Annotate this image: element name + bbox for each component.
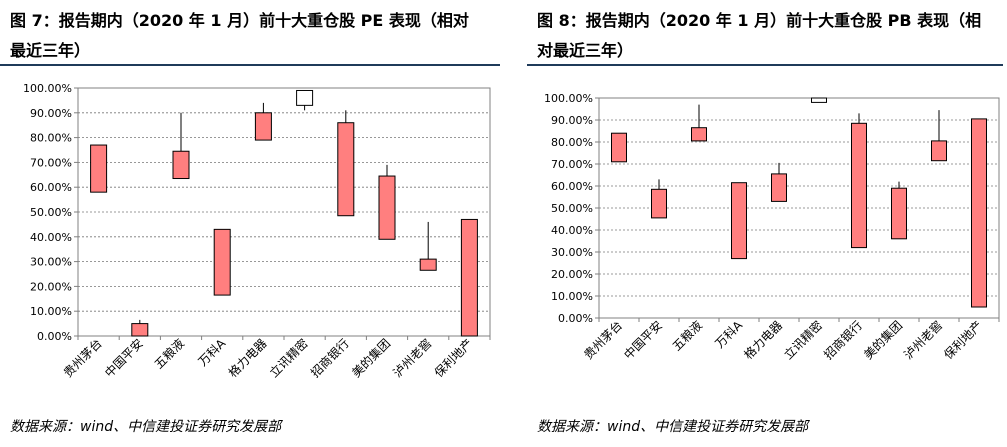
pe-chart-panel: 图 7：报告期内（2020 年 1 月）前十大重仓股 PE 表现（相对 最近三年…: [0, 0, 500, 447]
pe-candle-body: [419, 258, 437, 271]
pb-candle-body: [771, 173, 787, 202]
pb-x-tick-label: 保利地产: [941, 318, 985, 362]
pb-chart-panel: 图 8：报告期内（2020 年 1 月）前十大重仓股 PB 表现（相 对最近三年…: [527, 0, 1007, 447]
pe-x-tick-label: 五粮液: [151, 336, 187, 372]
pb-x-tick-label: 万科A: [712, 318, 745, 351]
pe-candle-body: [213, 228, 231, 296]
pb-y-tick-label: 0.00%: [558, 312, 593, 325]
pb-candle-body: [731, 182, 747, 260]
pb-y-tick-label: 60.00%: [551, 180, 593, 193]
pb-y-tick-label: 90.00%: [551, 114, 593, 127]
pb-chart-title-line2: 对最近三年）: [537, 41, 634, 60]
pe-x-tick-label: 招商银行: [307, 336, 352, 381]
pb-y-tick-label: 80.00%: [551, 136, 593, 149]
pe-x-tick-label: 立讯精密: [266, 336, 311, 381]
pb-candle-body: [611, 132, 627, 163]
pe-y-tick-label: 40.00%: [30, 231, 72, 244]
pe-x-tick-label: 泸州老窖: [390, 336, 435, 381]
pb-chart-source: 数据来源：wind、中信建投证券研究发展部: [537, 419, 809, 435]
pe-candle-body: [254, 112, 272, 141]
pe-chart-title-line2: 最近三年）: [10, 41, 91, 60]
pb-candle-body: [891, 187, 907, 240]
pb-y-tick-label: 50.00%: [551, 202, 593, 215]
pe-y-tick-label: 0.00%: [37, 330, 72, 343]
pb-candlestick-chart: 0.00% 10.00% 20.00% 30.00% 40.00% 50.00% 60.00…: [544, 92, 1000, 363]
pe-x-tick-label: 格力电器: [225, 336, 270, 381]
pe-y-tick-label: 60.00%: [30, 181, 72, 194]
pe-y-tick-label: 90.00%: [30, 107, 72, 120]
pe-y-tick-label: 70.00%: [30, 156, 72, 169]
pb-chart-title: 图 8：报告期内（2020 年 1 月）前十大重仓股 PB 表现（相 对最近三年…: [537, 6, 981, 66]
pe-candle-body: [378, 175, 396, 240]
pb-x-tick-label: 立讯精密: [781, 318, 826, 363]
pe-candle-body: [337, 122, 355, 217]
pe-candlestick-chart: 0.00% 10.00% 20.00% 30.00% 40.00% 50.00% 60.00…: [23, 82, 491, 381]
pe-chart-source: 数据来源：wind、中信建投证券研究发展部: [10, 419, 282, 435]
pe-x-tick-label: 保利地产: [432, 336, 476, 380]
pe-candle-body: [460, 218, 478, 337]
pe-x-tick-label: 美的集团: [349, 336, 394, 381]
pb-y-tick-label: 20.00%: [551, 268, 593, 281]
pb-x-tick-label: 格力电器: [741, 318, 786, 363]
pb-x-tick-label: 五粮液: [669, 318, 705, 354]
pb-y-tick-label: 100.00%: [544, 92, 593, 105]
pb-chart-title-line1: 图 8：报告期内（2020 年 1 月）前十大重仓股 PB 表现（相: [537, 11, 982, 30]
pb-y-tick-label: 40.00%: [551, 224, 593, 237]
pe-y-tick-label: 80.00%: [30, 132, 72, 145]
pe-title-divider: [0, 64, 500, 66]
pe-y-tick-label: 30.00%: [30, 256, 72, 269]
pe-chart-title-line1: 图 7：报告期内（2020 年 1 月）前十大重仓股 PE 表现（相对: [10, 11, 469, 30]
pb-y-tick-label: 10.00%: [551, 290, 593, 303]
pb-x-tick-label: 美的集团: [861, 318, 906, 363]
pe-candle-body: [90, 144, 108, 193]
pb-candle-body: [651, 188, 667, 219]
pe-chart-title: 图 7：报告期内（2020 年 1 月）前十大重仓股 PE 表现（相对 最近三年…: [10, 6, 469, 66]
pe-y-tick-label: 100.00%: [23, 82, 72, 95]
pb-candle-body: [811, 97, 827, 103]
pe-y-tick-label: 50.00%: [30, 206, 72, 219]
pe-x-tick-label: 万科A: [196, 336, 229, 369]
pe-candle-body: [172, 150, 190, 180]
pb-y-tick-label: 70.00%: [551, 158, 593, 171]
pb-x-tick-label: 中国平安: [621, 318, 666, 363]
pb-x-tick-label: 泸州老窖: [901, 318, 946, 363]
pe-y-tick-label: 10.00%: [30, 305, 72, 318]
pb-candle-body: [851, 122, 867, 249]
pb-title-divider: [527, 64, 1003, 66]
pe-candle-body: [131, 323, 149, 337]
pb-candle-body: [971, 118, 987, 308]
pe-candle-body: [296, 89, 314, 106]
pb-candle-body: [691, 127, 707, 142]
pb-candle-body: [931, 140, 947, 162]
pb-x-tick-label: 招商银行: [821, 318, 866, 363]
pe-y-tick-label: 20.00%: [30, 280, 72, 293]
pe-x-tick-label: 中国平安: [101, 336, 146, 381]
pb-y-tick-label: 30.00%: [551, 246, 593, 259]
